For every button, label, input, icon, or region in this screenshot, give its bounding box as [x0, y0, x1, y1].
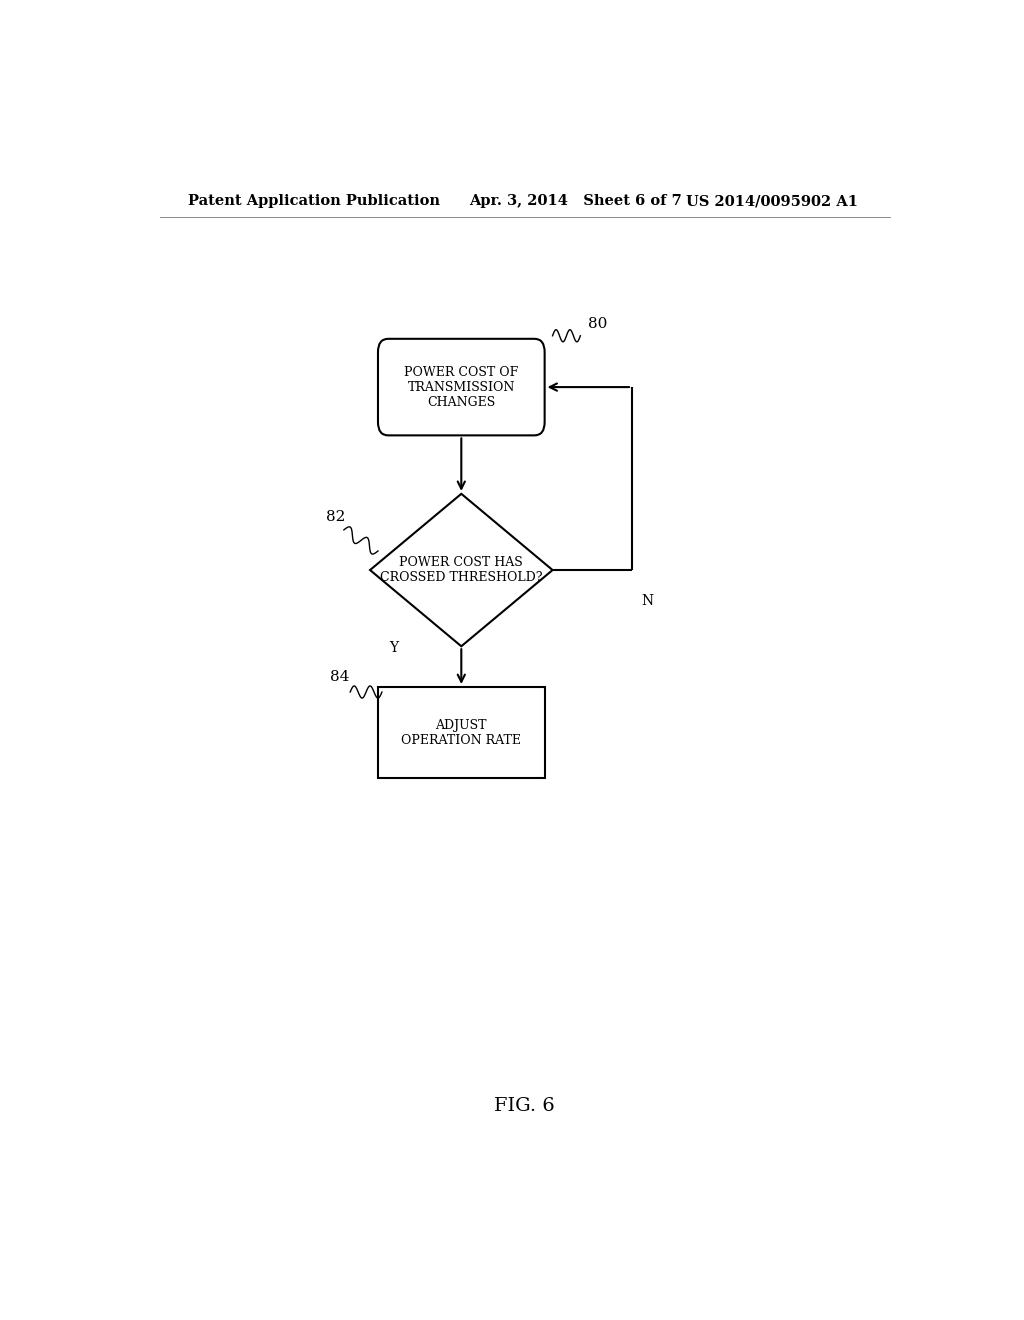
Text: N: N: [642, 594, 654, 607]
Text: Y: Y: [389, 642, 398, 655]
Text: US 2014/0095902 A1: US 2014/0095902 A1: [686, 194, 858, 209]
Text: FIG. 6: FIG. 6: [495, 1097, 555, 1114]
Text: 82: 82: [327, 510, 346, 524]
Text: POWER COST HAS
CROSSED THRESHOLD?: POWER COST HAS CROSSED THRESHOLD?: [380, 556, 543, 583]
Text: Apr. 3, 2014   Sheet 6 of 7: Apr. 3, 2014 Sheet 6 of 7: [469, 194, 682, 209]
Bar: [378, 686, 545, 779]
Text: ADJUST
OPERATION RATE: ADJUST OPERATION RATE: [401, 718, 521, 747]
Text: Patent Application Publication: Patent Application Publication: [187, 194, 439, 209]
Text: 84: 84: [331, 669, 350, 684]
Polygon shape: [370, 494, 553, 647]
FancyBboxPatch shape: [378, 339, 545, 436]
Text: 80: 80: [588, 317, 607, 331]
Text: POWER COST OF
TRANSMISSION
CHANGES: POWER COST OF TRANSMISSION CHANGES: [404, 366, 518, 409]
